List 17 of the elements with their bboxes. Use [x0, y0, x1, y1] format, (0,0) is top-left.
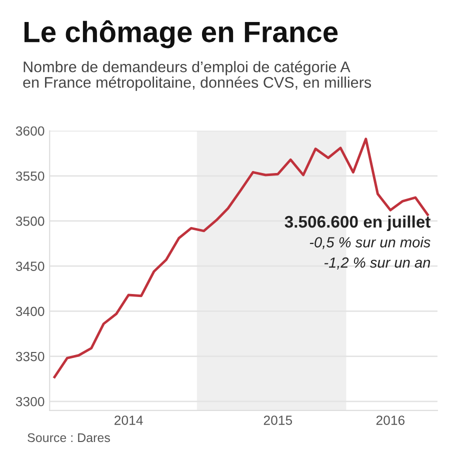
annotation: -0,5 % sur un mois — [310, 236, 430, 250]
y-tick-label: 3450 — [16, 262, 44, 271]
x-tick-label: 2016 — [376, 416, 405, 425]
y-tick-label: 3550 — [16, 171, 44, 181]
annotation: -1,2 % sur un an — [324, 257, 430, 270]
x-tick-label: 2015 — [264, 416, 292, 425]
chart-subtitle: Nombre de demandeurs d’emploi de catégorie A en France métropolitaine, données CVS, en milliers — [23, 60, 372, 91]
chart-title: Le chômage en France — [24, 20, 338, 48]
line-series — [53, 138, 429, 378]
y-tick-label: 3350 — [16, 352, 44, 362]
y-tick-label: 3500 — [16, 216, 44, 226]
y-tick-label: 3600 — [16, 126, 44, 136]
annotation: 3.506.600 en juillet — [284, 215, 431, 232]
y-tick-label: 3300 — [16, 396, 44, 406]
y-tick-label: 3400 — [16, 306, 44, 316]
source-note: Source : Dares — [28, 433, 110, 442]
x-tick-label: 2014 — [114, 416, 143, 425]
